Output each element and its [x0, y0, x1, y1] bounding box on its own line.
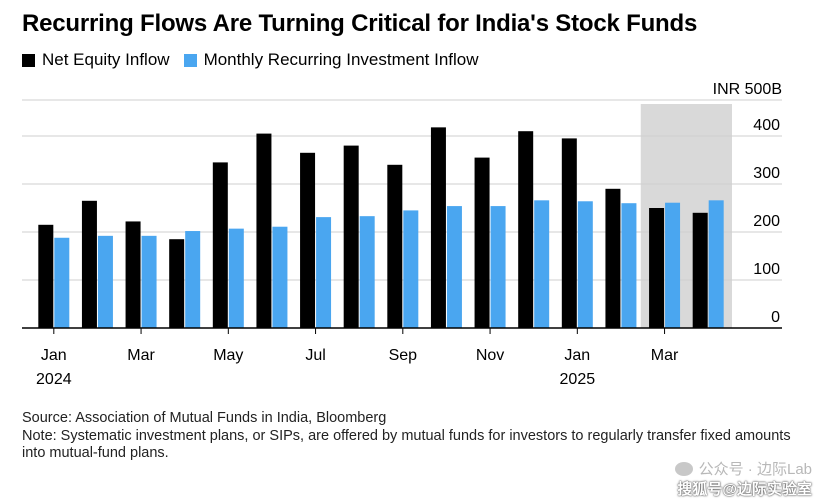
legend-item-recurring: Monthly Recurring Investment Inflow [183, 50, 479, 70]
bar-net-equity [518, 131, 534, 328]
x-tick-year-label: 2025 [560, 371, 596, 388]
x-tick-label: May [213, 347, 243, 364]
bar-recurring [534, 200, 550, 328]
x-tick-label: Mar [127, 347, 155, 364]
bar-recurring [665, 202, 681, 328]
wechat-icon [674, 461, 693, 476]
bar-net-equity [605, 188, 621, 328]
x-tick-label: Nov [476, 347, 504, 364]
bar-net-equity [474, 157, 490, 328]
bar-net-equity [649, 208, 665, 328]
y-tick-label: 0 [771, 309, 780, 326]
bar-net-equity [692, 212, 708, 328]
source-note: Source: Association of Mutual Funds in I… [22, 410, 387, 426]
bar-recurring [228, 228, 244, 328]
legend-swatch-recurring [183, 53, 197, 67]
bar-recurring [359, 216, 375, 328]
bar-recurring [141, 235, 157, 328]
bar-net-equity [212, 162, 228, 328]
bar-net-equity [300, 152, 316, 328]
bar-chart: 0 100 200 300 400 INR 500B Jan 2024 Mar May Jul Sep… [22, 81, 782, 388]
y-tick-label: 300 [753, 165, 780, 182]
bar-net-equity [125, 221, 141, 328]
bar-net-equity [430, 127, 446, 328]
legend: Net Equity Inflow Monthly Recurring Inve… [22, 50, 493, 70]
legend-item-net-equity: Net Equity Inflow [22, 50, 170, 70]
x-tick-label: Jan [41, 347, 67, 364]
y-tick-label: 400 [753, 117, 780, 134]
x-tick-label: Mar [651, 347, 679, 364]
y-axis-top-label: INR 500B [713, 81, 782, 98]
bar-recurring [577, 201, 593, 328]
legend-swatch-net-equity [22, 53, 35, 67]
bar-net-equity [81, 200, 97, 328]
bar-net-equity [38, 224, 54, 328]
bar-recurring [403, 210, 419, 328]
x-tick-label: Jan [564, 347, 590, 364]
bar-recurring [316, 217, 332, 328]
bar-recurring [54, 237, 70, 328]
y-tick-label: 200 [753, 213, 780, 230]
bar-net-equity [561, 138, 577, 328]
legend-label-recurring: Monthly Recurring Investment Inflow [203, 50, 479, 69]
bar-recurring [272, 226, 288, 328]
bar-recurring [97, 235, 113, 328]
bar-recurring [621, 203, 637, 328]
bar-recurring [708, 200, 724, 328]
chart-title: Recurring Flows Are Turning Critical for… [22, 10, 698, 37]
bar-net-equity [256, 133, 272, 328]
bar-recurring [490, 206, 506, 328]
x-tick-year-label: 2024 [36, 371, 72, 388]
x-tick-label: Sep [389, 347, 418, 364]
bar-net-equity [169, 239, 185, 328]
y-tick-label: 100 [753, 261, 780, 278]
legend-label-net-equity: Net Equity Inflow [42, 50, 170, 69]
bar-recurring [446, 206, 462, 328]
bar-net-equity [343, 145, 359, 328]
watermark: 公众号 · 边际Lab [674, 458, 812, 479]
watermark-secondary: 搜狐号@边际实验室 [677, 481, 812, 498]
chart-footer: Source: Association of Mutual Funds in I… [22, 410, 812, 463]
watermark-text: 公众号 · 边际Lab [698, 461, 812, 478]
x-tick-label: Jul [305, 347, 325, 364]
bar-recurring [185, 231, 201, 328]
methodology-note: Note: Systematic investment plans, or SI… [22, 427, 791, 462]
bar-net-equity [387, 164, 403, 328]
